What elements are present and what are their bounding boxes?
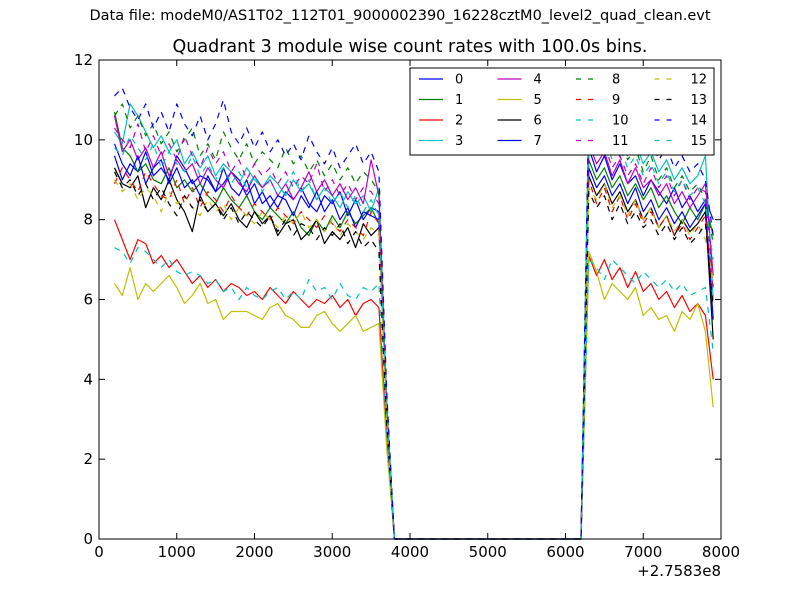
legend-label-9: 9 xyxy=(612,93,620,108)
legend-box xyxy=(409,67,715,156)
series-line-9 xyxy=(113,167,714,540)
series-line-13 xyxy=(113,171,714,540)
series-line-0 xyxy=(113,147,714,540)
legend-label-14: 14 xyxy=(691,114,708,129)
series-line-4 xyxy=(113,115,714,540)
y-tick-label: 8 xyxy=(83,211,93,229)
legend-label-11: 11 xyxy=(612,134,629,149)
figure-suptitle: Data file: modeM0/AS1T02_112T01_90000023… xyxy=(89,8,711,24)
series-line-14 xyxy=(114,87,714,540)
legend-label-8: 8 xyxy=(612,73,620,88)
series-line-8 xyxy=(113,103,714,540)
y-tick-label: 10 xyxy=(74,131,93,149)
legend-label-3: 3 xyxy=(455,134,463,149)
y-tick-label: 12 xyxy=(74,51,93,69)
x-tick-label: 1000 xyxy=(158,543,196,561)
plot-lines xyxy=(113,87,714,540)
series-line-5 xyxy=(113,251,714,540)
legend-label-0: 0 xyxy=(455,73,463,88)
chart-title: Quadrant 3 module wise count rates with … xyxy=(172,37,648,57)
y-tick-label: 2 xyxy=(83,450,93,468)
legend-label-6: 6 xyxy=(534,114,542,129)
y-tick-label: 4 xyxy=(83,370,93,388)
legend-label-12: 12 xyxy=(691,73,708,88)
y-tick-label: 6 xyxy=(83,291,93,309)
legend-label-7: 7 xyxy=(534,134,542,149)
series-line-2 xyxy=(113,219,714,540)
axis-ticks: 0 1000 2000 3000 4000 5000 6000 7000 80000246810… xyxy=(74,51,740,561)
legend-label-15: 15 xyxy=(691,134,708,149)
series-line-7 xyxy=(113,143,714,540)
x-tick-label: 4000 xyxy=(391,543,429,561)
x-tick-label: 5000 xyxy=(469,543,507,561)
series-line-12 xyxy=(113,179,714,540)
x-axis-offset-label: +2.7583e8 xyxy=(637,562,721,580)
x-tick-label: 6000 xyxy=(546,543,584,561)
legend-label-1: 1 xyxy=(455,93,463,108)
y-tick-label: 0 xyxy=(83,530,93,548)
x-tick-label: 2000 xyxy=(235,543,273,561)
series-line-10 xyxy=(114,247,714,540)
x-tick-label: 7000 xyxy=(624,543,662,561)
legend-label-5: 5 xyxy=(534,93,542,108)
series-line-15 xyxy=(114,127,714,540)
legend-label-10: 10 xyxy=(612,114,629,129)
x-tick-label: 3000 xyxy=(313,543,351,561)
series-line-6 xyxy=(113,167,714,540)
legend-label-4: 4 xyxy=(534,73,542,88)
x-tick-label: 0 xyxy=(94,543,104,561)
legend-label-2: 2 xyxy=(455,114,463,129)
legend-label-13: 13 xyxy=(691,93,708,108)
x-tick-label: 8000 xyxy=(702,543,740,561)
